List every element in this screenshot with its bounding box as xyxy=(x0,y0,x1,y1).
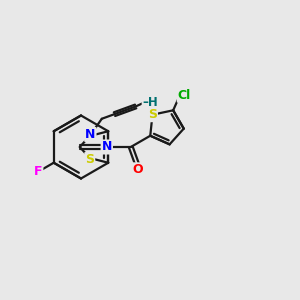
Text: O: O xyxy=(132,163,143,176)
Text: Cl: Cl xyxy=(178,89,191,102)
Text: N: N xyxy=(85,128,95,141)
Text: N: N xyxy=(102,140,112,154)
Text: S: S xyxy=(148,108,157,121)
Text: –H: –H xyxy=(142,96,158,109)
Text: S: S xyxy=(85,153,94,166)
Text: F: F xyxy=(34,165,42,178)
